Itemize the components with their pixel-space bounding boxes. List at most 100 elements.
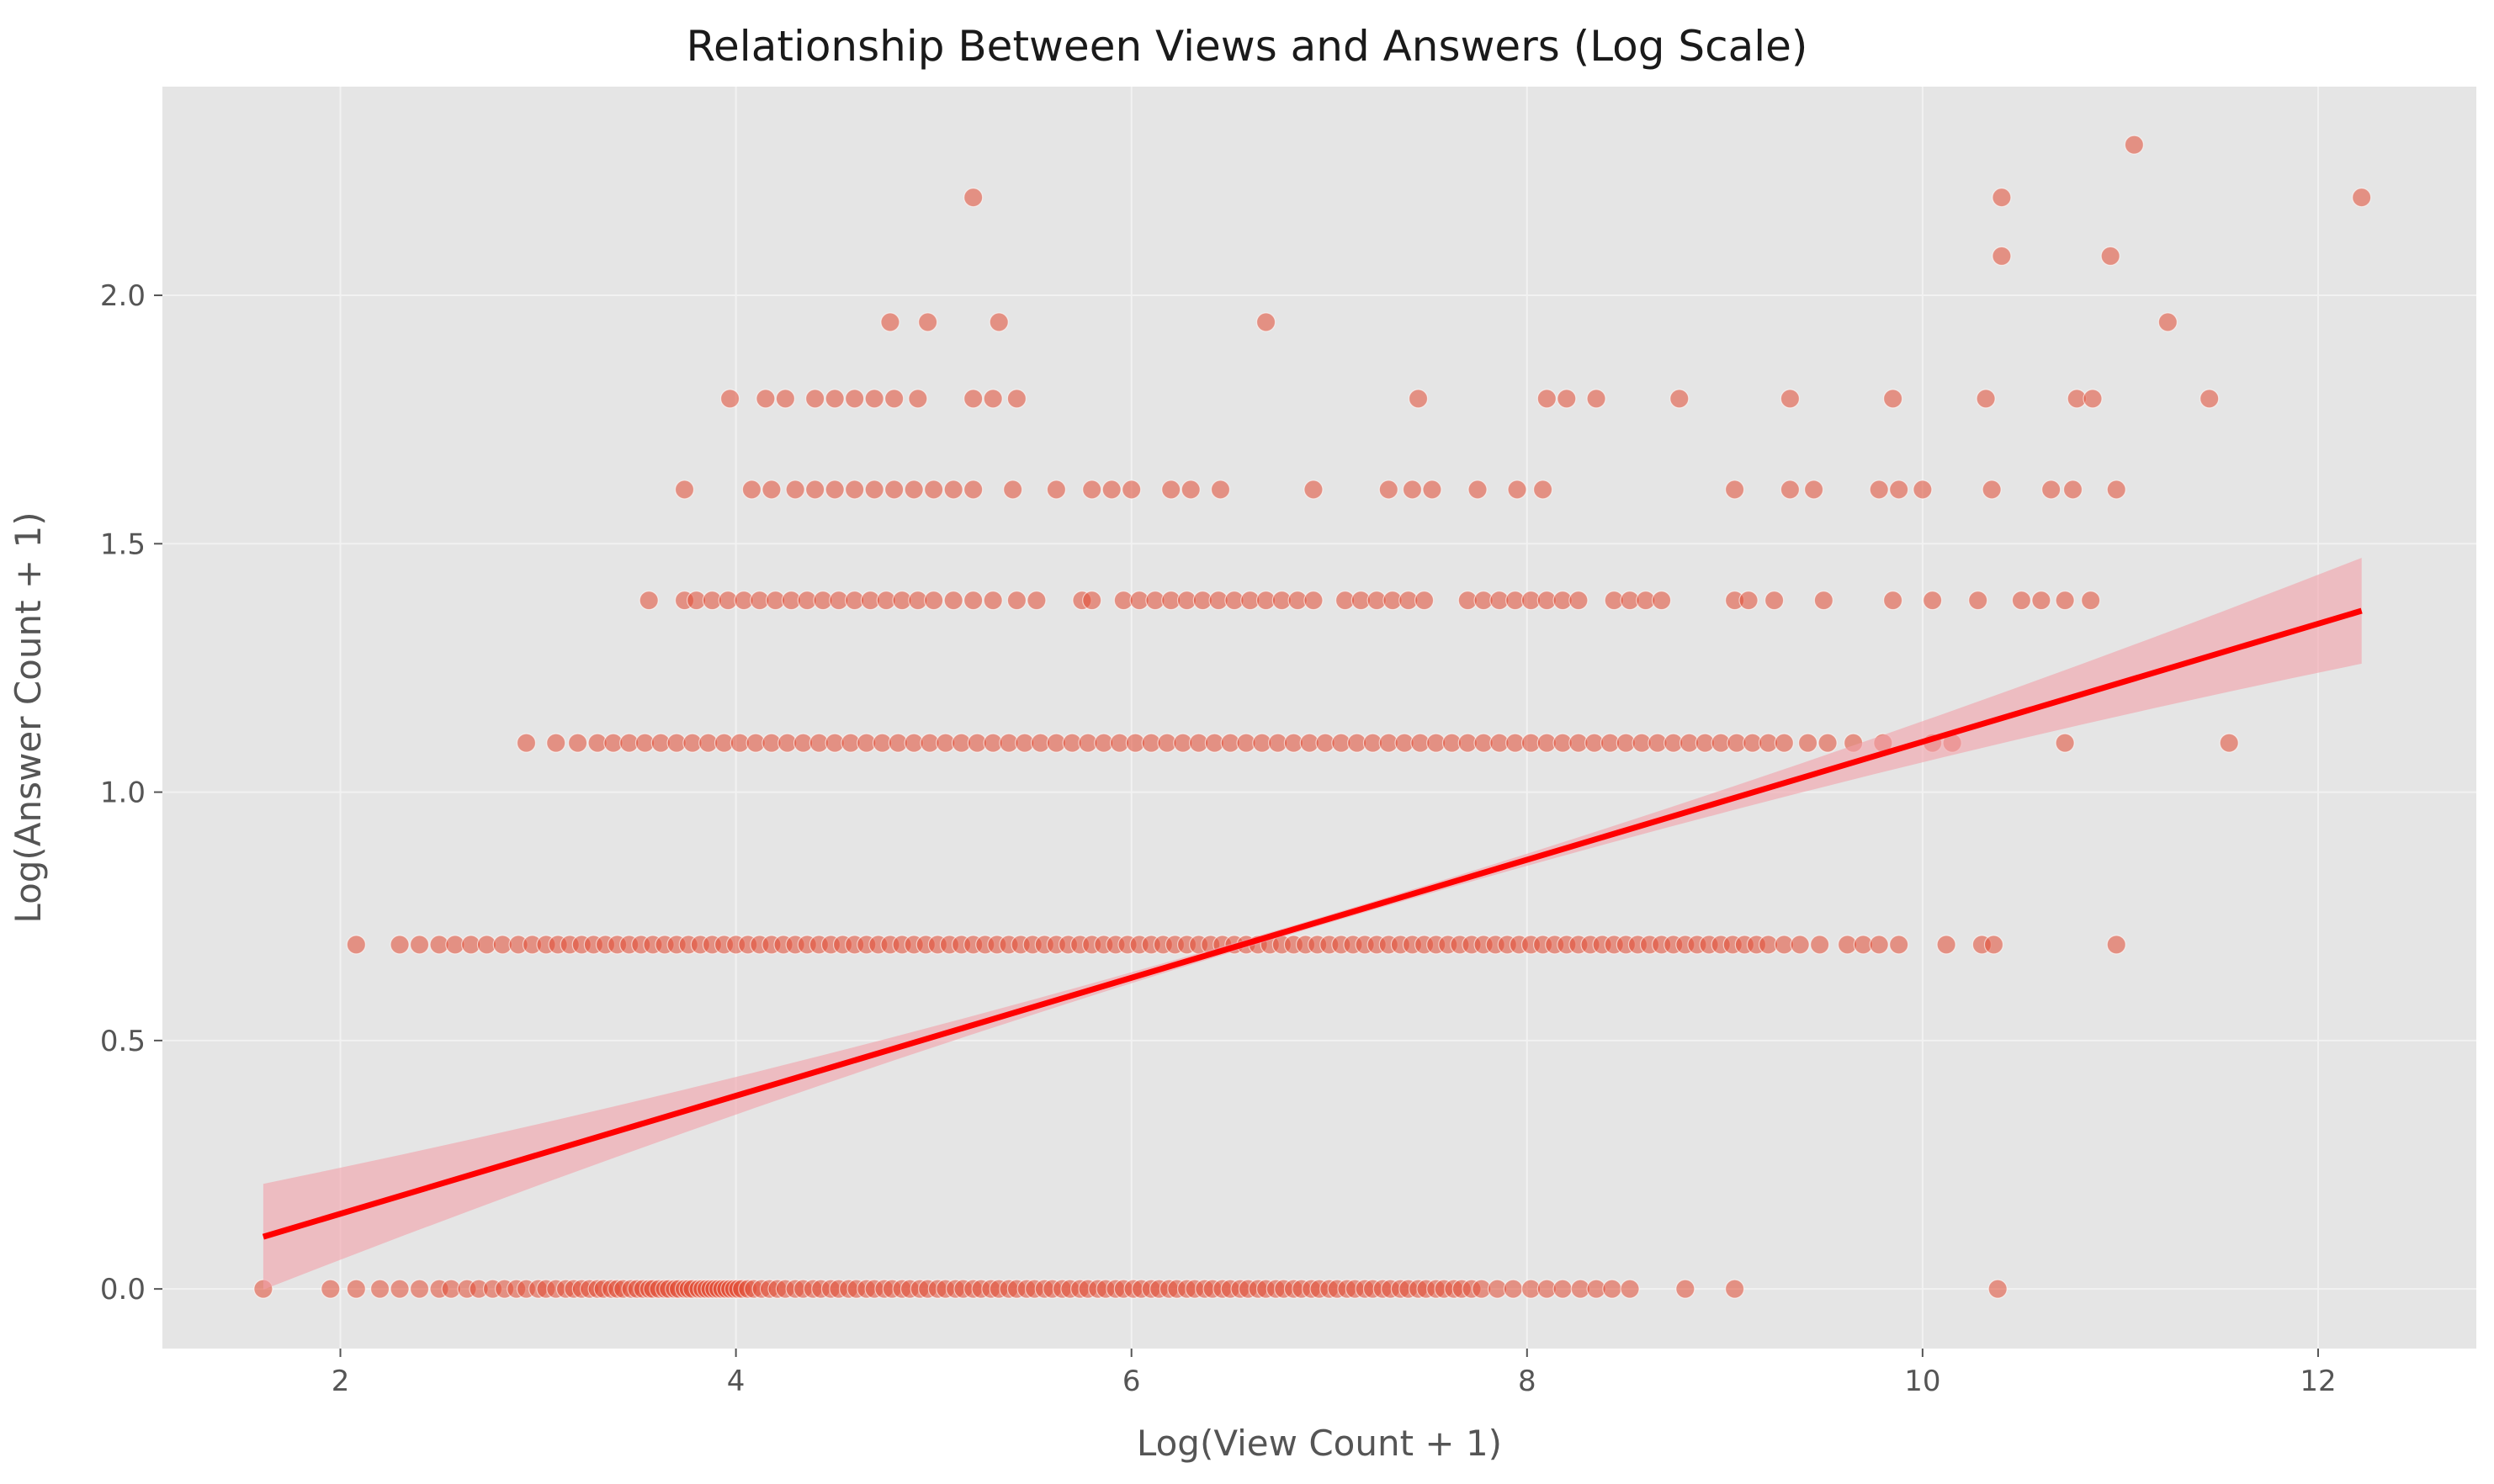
scatter-point bbox=[1724, 480, 1745, 500]
scatter-point bbox=[1913, 480, 1933, 500]
scatter-point bbox=[741, 480, 762, 500]
scatter-point bbox=[825, 389, 845, 409]
scatter-point bbox=[825, 480, 845, 500]
scatter-point bbox=[1303, 480, 1324, 500]
scatter-point bbox=[864, 389, 884, 409]
scatter-point bbox=[1082, 480, 1102, 500]
scatter-point bbox=[2055, 591, 2075, 611]
scatter-point bbox=[1402, 480, 1423, 500]
scatter-point bbox=[1923, 591, 1943, 611]
scatter-point bbox=[1181, 480, 1201, 500]
scatter-point bbox=[756, 389, 776, 409]
scatter-point bbox=[2352, 188, 2372, 208]
scatter-point bbox=[904, 480, 924, 500]
scatter-points bbox=[253, 135, 2372, 1299]
scatter-point bbox=[884, 389, 905, 409]
scatter-point bbox=[1586, 389, 1606, 409]
regression-line bbox=[262, 607, 2363, 1240]
scatter-point bbox=[2199, 389, 2220, 409]
scatter-point bbox=[1869, 480, 1889, 500]
scatter-point bbox=[1987, 1279, 2008, 1299]
scatter-point bbox=[1780, 480, 1801, 500]
y-tick-label: 1.5 bbox=[100, 527, 146, 561]
scatter-point bbox=[1764, 591, 1785, 611]
scatter-point bbox=[1422, 480, 1442, 500]
y-tick-label: 1.0 bbox=[100, 776, 146, 810]
scatter-point bbox=[1503, 1279, 1523, 1299]
y-tick-label: 0.0 bbox=[100, 1273, 146, 1306]
scatter-point bbox=[1936, 935, 1956, 955]
scatter-point bbox=[880, 312, 900, 332]
scatter-point bbox=[1620, 1279, 1640, 1299]
scatter-point bbox=[2083, 389, 2103, 409]
scatter-point bbox=[1976, 389, 1996, 409]
scatter-point bbox=[1122, 480, 1142, 500]
scatter-point bbox=[2041, 480, 2062, 500]
scatter-point bbox=[1797, 733, 1818, 753]
scatter-point bbox=[2219, 733, 2239, 753]
scatter-point bbox=[2106, 480, 2126, 500]
scatter-point bbox=[805, 480, 825, 500]
scatter-point bbox=[1889, 480, 1909, 500]
scatter-point bbox=[1101, 480, 1122, 500]
scatter-point bbox=[321, 1279, 341, 1299]
scatter-point bbox=[1652, 591, 1672, 611]
scatter-point bbox=[2081, 591, 2101, 611]
scatter-point bbox=[1006, 591, 1027, 611]
scatter-point bbox=[390, 1279, 410, 1299]
scatter-point bbox=[963, 480, 984, 500]
x-tick-label: 12 bbox=[2300, 1365, 2336, 1398]
scatter-point bbox=[1968, 591, 1988, 611]
scatter-point bbox=[2124, 135, 2144, 155]
scatter-point bbox=[1006, 389, 1027, 409]
scatter-point bbox=[1408, 389, 1429, 409]
scatter-point bbox=[1724, 1279, 1745, 1299]
scatter-point bbox=[2055, 733, 2075, 753]
scatter-point bbox=[864, 480, 884, 500]
scatter-point bbox=[943, 591, 963, 611]
x-tick-label: 8 bbox=[1518, 1365, 1536, 1398]
chart-title: Relationship Between Views and Answers (… bbox=[687, 22, 1808, 71]
scatter-point bbox=[1738, 591, 1759, 611]
scatter-point bbox=[409, 935, 430, 955]
scatter-point bbox=[963, 389, 984, 409]
scatter-point bbox=[1992, 188, 2012, 208]
scatter-point bbox=[1532, 480, 1553, 500]
scatter-point bbox=[1992, 246, 2012, 266]
scatter-point bbox=[369, 1279, 390, 1299]
trend-layer bbox=[262, 558, 2363, 1290]
scatter-point bbox=[918, 312, 938, 332]
scatter-point bbox=[1536, 389, 1557, 409]
scatter-point bbox=[567, 733, 588, 753]
y-tick-label: 0.5 bbox=[100, 1025, 146, 1058]
scatter-point bbox=[1883, 591, 1903, 611]
scatter-point bbox=[1675, 1279, 1695, 1299]
scatter-point bbox=[2157, 312, 2178, 332]
scatter-point bbox=[1552, 1279, 1573, 1299]
scatter-point bbox=[1790, 935, 1810, 955]
scatter-point bbox=[2106, 935, 2126, 955]
scatter-point bbox=[1046, 480, 1066, 500]
scatter-point bbox=[761, 480, 782, 500]
scatter-point bbox=[1889, 935, 1909, 955]
scatter-point bbox=[1507, 480, 1527, 500]
scatter-point bbox=[346, 935, 366, 955]
scatter-point bbox=[346, 1279, 366, 1299]
scatter-point bbox=[1774, 733, 1794, 753]
y-axis-label: Log(Answer Count + 1) bbox=[8, 511, 49, 923]
axis-ticks: 2 4 6 8 10 12 0.0 0.5 1.0 1.5 2.0 bbox=[100, 279, 2337, 1398]
scatter-point bbox=[775, 389, 795, 409]
scatter-point bbox=[1780, 389, 1801, 409]
scatter-point bbox=[1669, 389, 1690, 409]
scatter-point bbox=[546, 733, 566, 753]
scatter-point bbox=[1982, 480, 2002, 500]
scatter-point bbox=[1082, 591, 1102, 611]
scatter-point bbox=[1161, 480, 1181, 500]
scatter-point bbox=[963, 188, 984, 208]
scatter-point bbox=[924, 480, 944, 500]
x-tick-label: 10 bbox=[1904, 1365, 1940, 1398]
scatter-point bbox=[409, 1279, 430, 1299]
scatter-point bbox=[2011, 591, 2032, 611]
